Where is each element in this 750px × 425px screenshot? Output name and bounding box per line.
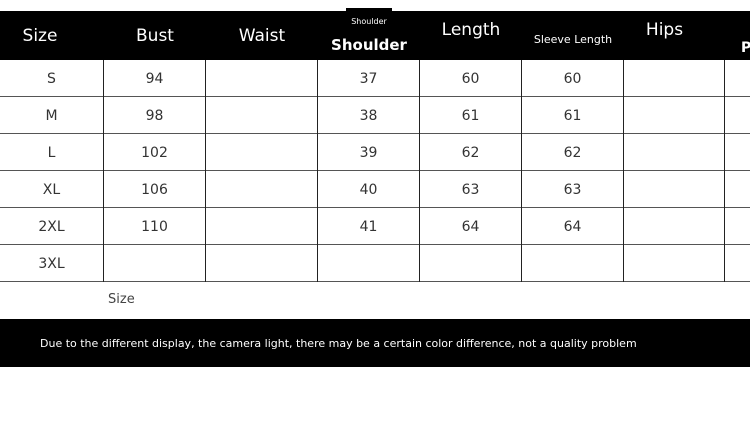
- table-cell: 98: [104, 97, 206, 134]
- header-shoulder-small: Shoulder: [351, 17, 387, 26]
- table-cell: 63: [522, 171, 624, 208]
- table-cell: [420, 245, 522, 282]
- table-cell: 3XL: [0, 245, 104, 282]
- table-cell: [206, 208, 318, 245]
- table-cell: [725, 245, 750, 282]
- header-size: Size: [22, 25, 58, 46]
- table-cell: [624, 208, 725, 245]
- header-bust: Bust: [136, 25, 174, 46]
- table-cell: [206, 171, 318, 208]
- table-cell: XL: [0, 171, 104, 208]
- table-row: 2XL 110 41 64 64: [0, 208, 750, 245]
- table-cell: [522, 245, 624, 282]
- table-cell: [725, 60, 750, 97]
- table-cell: 2XL: [0, 208, 104, 245]
- header-waist: Waist: [238, 25, 286, 46]
- table-cell: [318, 245, 420, 282]
- table-cell: 38: [318, 97, 420, 134]
- table-cell: 41: [318, 208, 420, 245]
- table-cell: [206, 245, 318, 282]
- table-cell: 60: [522, 60, 624, 97]
- table-cell: 39: [318, 134, 420, 171]
- table-cell: [624, 245, 725, 282]
- table-cell: 62: [522, 134, 624, 171]
- table-cell: 61: [420, 97, 522, 134]
- table-cell: 64: [420, 208, 522, 245]
- table-cell: 60: [420, 60, 522, 97]
- disclaimer-text: Due to the different display, the camera…: [40, 336, 637, 350]
- table-cell: [206, 97, 318, 134]
- header-p: P: [741, 40, 750, 56]
- table-row: 3XL: [0, 245, 750, 282]
- table-cell: 110: [104, 208, 206, 245]
- size-row: Size: [0, 282, 750, 319]
- table-cell: 62: [420, 134, 522, 171]
- table-cell: [624, 134, 725, 171]
- header-shoulder: Shoulder: [331, 36, 407, 54]
- disclaimer-banner: Due to the different display, the camera…: [0, 319, 750, 367]
- table-cell: 63: [420, 171, 522, 208]
- table-header: Shoulder Shoulder Size Bust Waist Length Sle…: [0, 11, 750, 60]
- table-cell: [725, 171, 750, 208]
- header-sleeve-length: Sleeve Length: [533, 33, 613, 46]
- table-cell: 64: [522, 208, 624, 245]
- table-cell: [104, 245, 206, 282]
- table-row: XL 106 40 63 63: [0, 171, 750, 208]
- table-cell: [725, 208, 750, 245]
- table-row: L 102 39 62 62: [0, 134, 750, 171]
- table-cell: [624, 97, 725, 134]
- table-cell: [206, 60, 318, 97]
- table-cell: 94: [104, 60, 206, 97]
- table-cell: [624, 60, 725, 97]
- table-cell: [206, 134, 318, 171]
- header-length: Length: [441, 20, 501, 40]
- table-cell: 61: [522, 97, 624, 134]
- table-cell: 106: [104, 171, 206, 208]
- table-row: M 98 38 61 61: [0, 97, 750, 134]
- table-cell: 37: [318, 60, 420, 97]
- table-cell: S: [0, 60, 104, 97]
- table-cell: [725, 134, 750, 171]
- table-cell: L: [0, 134, 104, 171]
- table-cell: M: [0, 97, 104, 134]
- table-cell: 102: [104, 134, 206, 171]
- header-hips: Hips: [645, 20, 684, 40]
- table-cell: [624, 171, 725, 208]
- size-label: Size: [108, 292, 135, 307]
- table-row: S 94 37 60 60: [0, 60, 750, 97]
- table-cell: 40: [318, 171, 420, 208]
- table-cell: [725, 97, 750, 134]
